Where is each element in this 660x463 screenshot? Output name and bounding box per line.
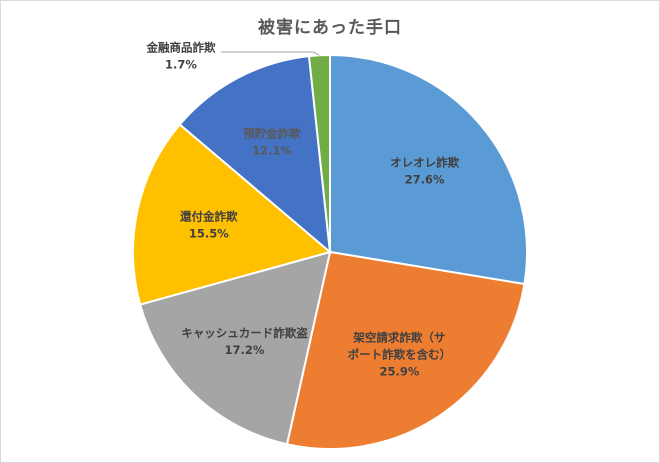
pie-slice-5 [307, 53, 331, 253]
data-label-value-4: 12.1% [252, 143, 292, 157]
data-label-value-5: 1.7% [165, 58, 197, 72]
data-label-category-4: 預貯金詐欺 [243, 126, 301, 140]
pie-slice-2 [138, 250, 332, 446]
data-label-category-1: 架空請求詐欺（サ [352, 330, 445, 344]
data-label-category-2: キャッシュカード詐欺盗 [181, 326, 308, 340]
chart-title: 被害にあった手口 [258, 18, 402, 38]
data-label-category-1: ポート詐欺を含む） [348, 347, 452, 361]
leader-line-5 [221, 51, 320, 56]
data-label-value-2: 17.2% [225, 343, 265, 357]
data-label-value-0: 27.6% [405, 173, 445, 187]
pie-slice-0 [329, 53, 528, 286]
data-label-category-3: 還付金詐欺 [180, 209, 238, 223]
pie-slice-4 [178, 55, 332, 255]
pie-slice-3 [132, 123, 333, 306]
data-label-category-5: 金融商品詐欺 [146, 41, 216, 55]
pie-slice-1 [285, 250, 526, 450]
data-label-category-0: オレオレ詐欺 [390, 156, 459, 170]
data-label-value-3: 15.5% [189, 226, 229, 240]
data-label-value-1: 25.9% [379, 364, 419, 378]
